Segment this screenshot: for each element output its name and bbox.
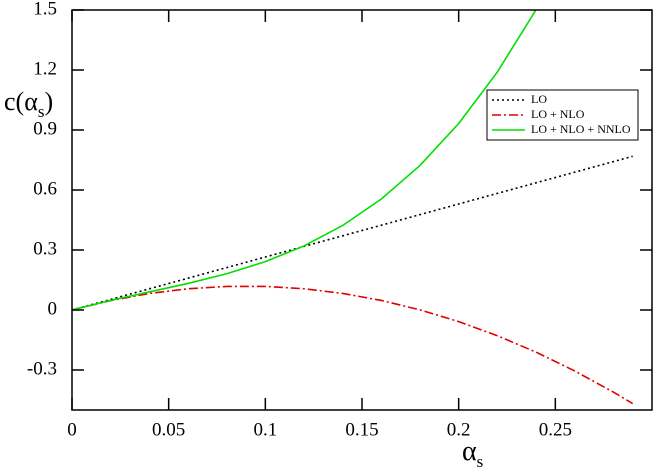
y-label-main: c(α — [4, 87, 38, 116]
y-tick-label: 1.5 — [33, 0, 57, 19]
y-tick-label: 0.9 — [33, 118, 57, 139]
series-line — [72, 10, 537, 311]
x-tick-label: 0.1 — [253, 419, 277, 440]
y-tick-label: 1.2 — [33, 58, 57, 79]
y-tick-label: 0.3 — [33, 238, 57, 259]
y-tick-label: 0 — [48, 298, 58, 319]
x-tick-label: 0.05 — [152, 419, 185, 440]
x-tick-label: 0.2 — [447, 419, 471, 440]
legend-label: LO + NLO + NNLO — [531, 122, 631, 136]
series-line — [72, 285, 634, 405]
series-line — [72, 155, 633, 311]
x-tick-label: 0.25 — [539, 419, 572, 440]
y-label-close: ) — [44, 87, 53, 116]
x-tick-label: 0.15 — [345, 419, 378, 440]
legend-label: LO + NLO — [531, 107, 585, 121]
x-axis-label: αs — [462, 436, 483, 470]
y-tick-label: -0.3 — [27, 358, 57, 379]
x-label-sub: s — [477, 452, 484, 471]
plot-frame — [71, 9, 653, 411]
y-tick-label: 0.6 — [33, 178, 57, 199]
plot-area — [72, 10, 634, 405]
y-axis-label: c(αs) — [4, 87, 53, 121]
y-label-sub: s — [38, 102, 45, 121]
x-label-main: α — [462, 436, 477, 467]
x-tick-label: 0 — [67, 419, 77, 440]
legend-label: LO — [531, 92, 547, 106]
